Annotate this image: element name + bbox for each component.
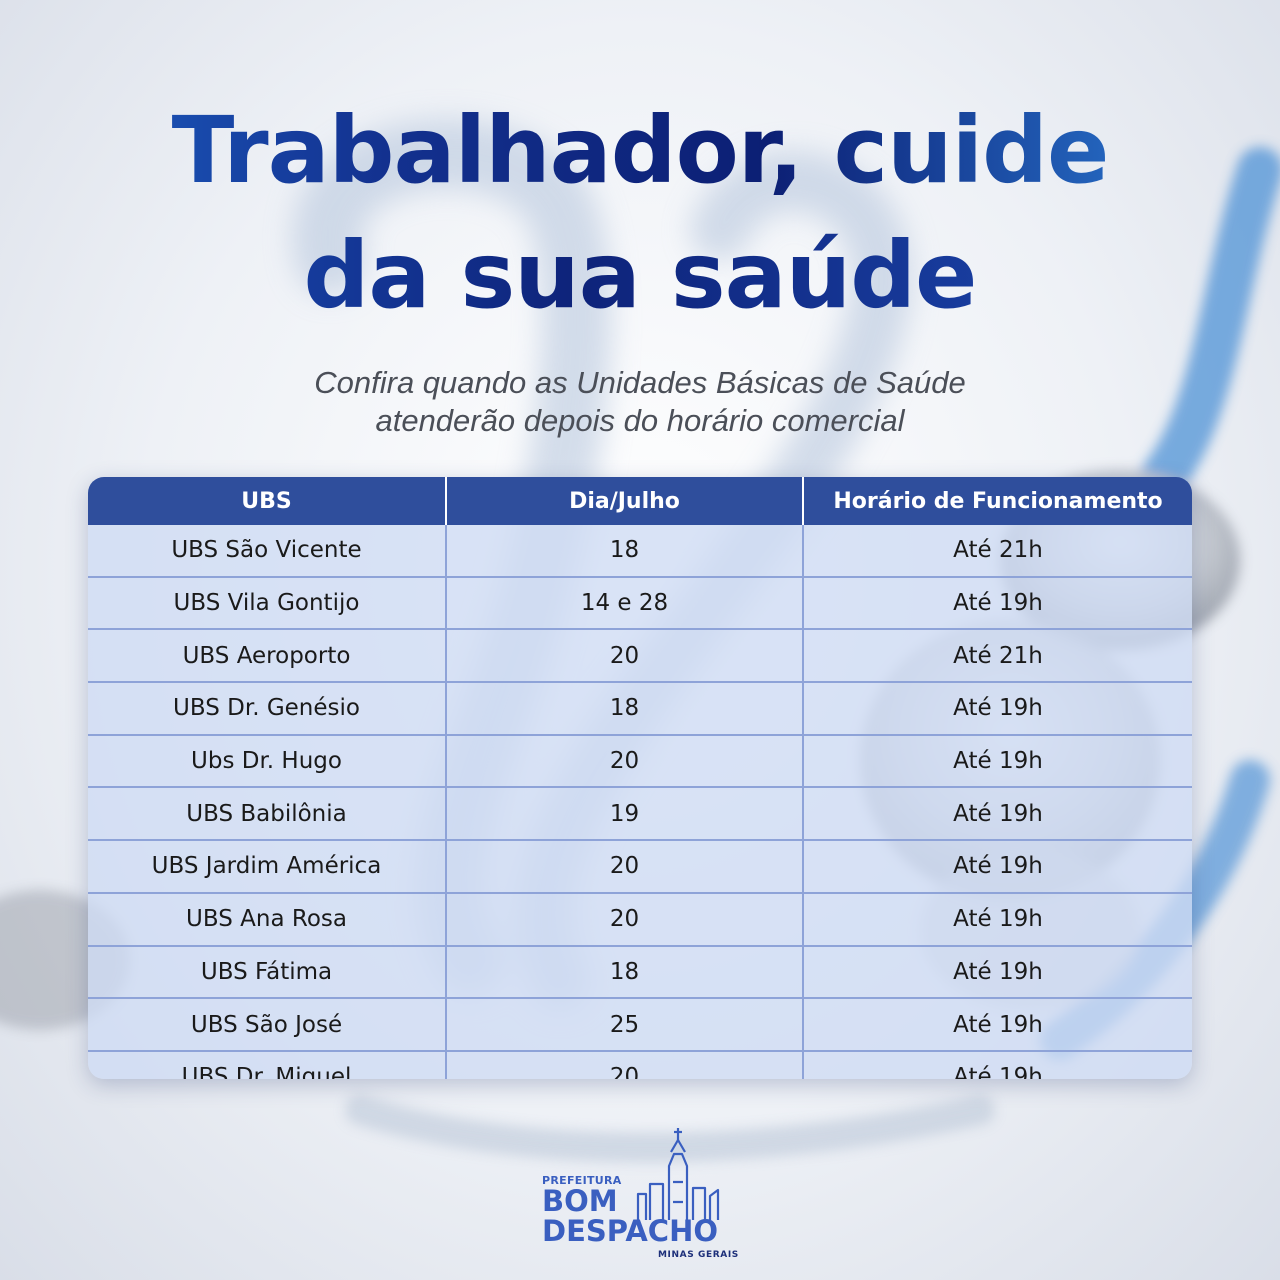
table-row: UBS Jardim América 20 Até 19h [88,839,1192,893]
cell-horario: Até 19h [802,786,1192,841]
cell-dia: 20 [445,733,803,788]
cell-dia: 20 [445,628,803,683]
cell-dia: 14 e 28 [445,575,803,630]
cell-horario: Até 19h [802,997,1192,1051]
cell-ubs: UBS São José [88,997,446,1051]
cell-horario: Até 19h [802,681,1192,735]
prefeitura-logo: PREFEITURA BOM DESPACHO MINAS GERAIS [530,1122,760,1262]
cell-ubs: UBS Vila Gontijo [88,575,446,630]
table-row: UBS Aeroporto 20 Até 21h [88,628,1192,683]
logo-estado-text: MINAS GERAIS [658,1250,739,1260]
table-row: UBS São Vicente 18 Até 21h [88,525,1192,577]
subtitle-line1: Confira quando as Unidades Básicas de Sa… [314,365,966,400]
table-row: UBS Babilônia 19 Até 19h [88,786,1192,841]
subtitle-line2: atenderão depois do horário comercial [375,403,905,438]
cell-ubs: UBS Aeroporto [88,628,446,683]
cell-horario: Até 19h [802,944,1192,999]
cell-horario: Até 19h [802,575,1192,630]
table-row: UBS Fátima 18 Até 19h [88,944,1192,999]
cell-dia: 18 [445,681,803,735]
subtitle: Confira quando as Unidades Básicas de Sa… [0,364,1280,440]
logo-prefeitura-text: PREFEITURA [542,1174,622,1187]
cell-ubs: Ubs Dr. Hugo [88,733,446,788]
cell-dia: 19 [445,786,803,841]
cell-horario: Até 19h [802,733,1192,788]
table-row: UBS Ana Rosa 20 Até 19h [88,891,1192,946]
cell-ubs: UBS Babilônia [88,786,446,841]
table-header-row: UBS Dia/Julho Horário de Funcionamento [88,477,1192,525]
table-row: UBS Dr. Miguel 20 Até 19h [88,1049,1192,1079]
cell-ubs: UBS São Vicente [88,525,446,577]
cell-ubs: UBS Dr. Miguel [88,1049,446,1079]
cell-dia: 25 [445,997,803,1051]
column-header-horario: Horário de Funcionamento [802,477,1192,525]
cell-horario: Até 19h [802,839,1192,893]
table-row: UBS São José 25 Até 19h [88,997,1192,1051]
table-row: UBS Dr. Genésio 18 Até 19h [88,681,1192,735]
cell-dia: 20 [445,1049,803,1079]
cell-ubs: UBS Ana Rosa [88,891,446,946]
city-skyline-icon [636,1128,720,1220]
cell-ubs: UBS Jardim América [88,839,446,893]
schedule-table: UBS Dia/Julho Horário de Funcionamento U… [88,477,1192,1079]
cell-dia: 20 [445,839,803,893]
page-title: Trabalhador, cuide da sua saúde [0,88,1280,338]
page-title-line1: Trabalhador, cuide [0,88,1280,213]
cell-horario: Até 21h [802,628,1192,683]
cell-horario: Até 19h [802,891,1192,946]
cell-ubs: UBS Dr. Genésio [88,681,446,735]
cell-horario: Até 19h [802,1049,1192,1079]
logo-bom-text: BOM [542,1184,618,1218]
cell-horario: Até 21h [802,525,1192,577]
logo-despacho-text: DESPACHO [542,1214,719,1248]
cell-dia: 18 [445,944,803,999]
cell-dia: 20 [445,891,803,946]
table-row: Ubs Dr. Hugo 20 Até 19h [88,733,1192,788]
page-title-line2: da sua saúde [0,213,1280,338]
cell-ubs: UBS Fátima [88,944,446,999]
cell-dia: 18 [445,525,803,577]
column-header-dia: Dia/Julho [445,477,803,525]
table-row: UBS Vila Gontijo 14 e 28 Até 19h [88,575,1192,630]
column-header-ubs: UBS [88,477,446,525]
